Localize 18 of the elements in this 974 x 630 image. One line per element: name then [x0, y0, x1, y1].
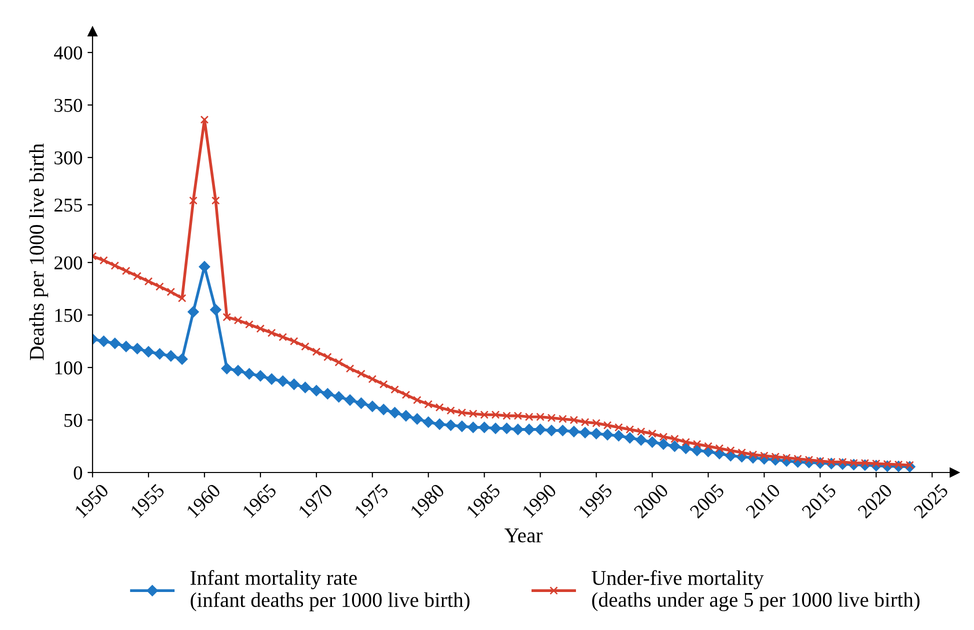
x-tick-label: 1950 [74, 483, 110, 518]
x-tick-label: 1960 [186, 483, 222, 518]
y-tick-label: 100 [55, 361, 82, 374]
x-axis-title: Year [504, 528, 543, 542]
y-tick-label: 255 [54, 198, 82, 212]
x-tick-label: 1970 [298, 483, 334, 518]
x-tick-label: 1990 [522, 483, 557, 518]
y-tick-label: 200 [54, 256, 82, 270]
y-tick-label: 50 [64, 414, 82, 427]
y-tick-label: 0 [74, 466, 82, 480]
y-tick-label: 350 [54, 98, 82, 112]
y-tick-label: 400 [54, 46, 82, 60]
y-axis-title: Deaths per 1000 live birth [29, 144, 48, 360]
x-tick-label: 1980 [410, 483, 446, 518]
legend-label: Infant mortality rate (infant deaths per 1000 live birth) [190, 570, 470, 612]
y-tick-label: 300 [54, 151, 82, 164]
y-tick-label: 150 [55, 308, 82, 322]
legend-label: Under-five mortality (deaths under age 5 per 1000 live birth) [592, 570, 920, 612]
